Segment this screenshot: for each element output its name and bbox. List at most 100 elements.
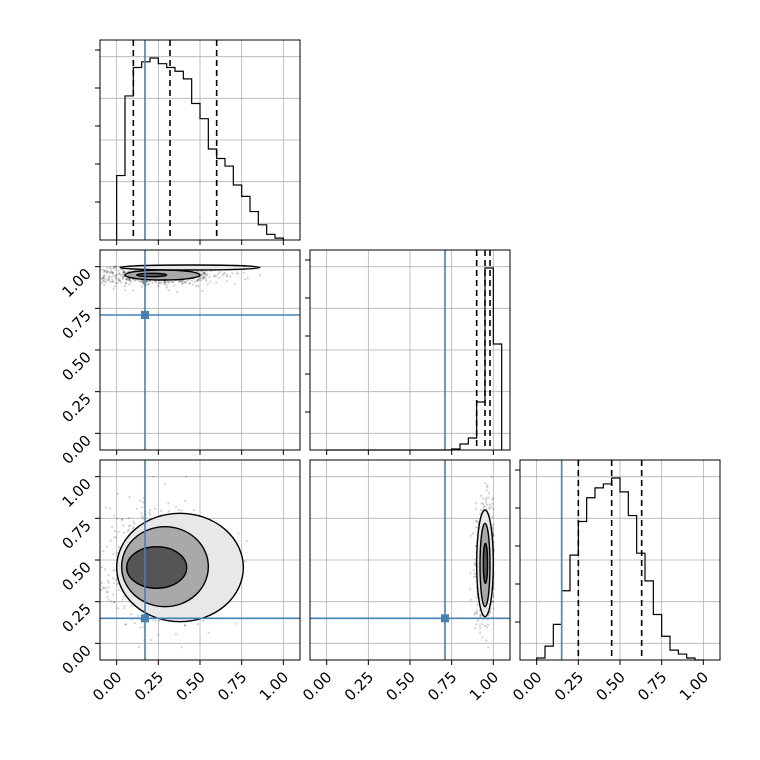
sample-point xyxy=(130,613,133,616)
sample-point xyxy=(118,279,121,282)
sample-point xyxy=(180,280,183,283)
sample-point xyxy=(121,518,124,522)
sample-point xyxy=(102,276,105,279)
truth-marker xyxy=(141,311,149,319)
sample-point xyxy=(128,279,131,282)
sample-point xyxy=(223,271,226,275)
sample-point xyxy=(172,280,175,283)
sample-point xyxy=(488,503,491,506)
x-tick-label: 0.25 xyxy=(341,668,377,704)
histogram-step xyxy=(116,57,284,240)
sample-point xyxy=(183,280,186,284)
sample-point xyxy=(225,273,229,276)
sample-point xyxy=(113,536,116,539)
sample-point xyxy=(484,497,488,500)
sample-point xyxy=(473,613,476,616)
sample-point xyxy=(486,496,490,499)
sample-point xyxy=(492,595,495,598)
sample-point xyxy=(492,607,495,610)
sample-point xyxy=(492,532,495,535)
sample-point xyxy=(97,272,99,274)
sample-point xyxy=(124,281,127,285)
sample-point xyxy=(123,623,127,626)
sample-point xyxy=(141,516,145,520)
sample-point xyxy=(242,271,246,274)
sample-point xyxy=(102,271,106,274)
sample-point xyxy=(174,505,178,508)
sample-point xyxy=(474,502,477,505)
sample-point xyxy=(121,277,125,280)
sample-point xyxy=(199,279,202,282)
sample-point xyxy=(117,546,121,549)
sample-point xyxy=(163,282,166,285)
sample-point xyxy=(479,613,483,617)
sample-point xyxy=(181,282,184,285)
sample-point xyxy=(107,581,110,584)
sample-point xyxy=(476,612,479,615)
sample-point xyxy=(135,507,139,510)
sample-point xyxy=(225,275,229,278)
sample-point xyxy=(488,611,492,614)
sample-point xyxy=(150,638,153,642)
sample-point xyxy=(160,281,163,284)
sample-point xyxy=(123,284,127,288)
sample-point xyxy=(107,574,110,577)
sample-point xyxy=(105,590,108,594)
sample-point xyxy=(100,581,103,584)
sample-point xyxy=(175,290,179,293)
sample-point xyxy=(237,532,240,535)
sample-point xyxy=(92,556,94,558)
sample-point xyxy=(474,612,478,615)
sample-point xyxy=(133,621,136,625)
sample-point xyxy=(96,269,98,271)
density-contour xyxy=(119,264,261,271)
density-layer xyxy=(469,475,495,649)
sample-point xyxy=(178,279,181,283)
sample-point xyxy=(115,273,119,276)
sample-point xyxy=(206,273,209,276)
sample-point xyxy=(195,284,198,287)
sample-point xyxy=(133,522,136,525)
sample-point xyxy=(96,277,98,279)
sample-point xyxy=(106,266,109,270)
sample-point xyxy=(469,572,472,575)
sample-point xyxy=(167,502,170,505)
sample-point xyxy=(102,275,105,278)
sample-point xyxy=(258,274,262,277)
sample-point xyxy=(481,623,484,626)
sample-point xyxy=(89,270,91,272)
sample-point xyxy=(109,266,112,269)
sample-point xyxy=(165,286,168,289)
sample-point xyxy=(186,279,189,283)
sample-point xyxy=(101,278,104,281)
sample-point xyxy=(165,284,168,287)
sample-point xyxy=(125,278,128,281)
sample-point xyxy=(201,276,204,280)
histogram-panel xyxy=(99,39,301,241)
sample-point xyxy=(112,271,115,274)
sample-point xyxy=(113,568,116,571)
sample-point xyxy=(104,587,108,590)
sample-point xyxy=(193,509,196,512)
sample-point xyxy=(127,524,131,528)
sample-point xyxy=(159,509,163,513)
sample-point xyxy=(202,276,205,279)
sample-point xyxy=(164,282,167,285)
sample-point xyxy=(93,273,95,275)
sample-point xyxy=(182,279,185,282)
sample-point xyxy=(128,278,131,281)
x-tick-label: 0.00 xyxy=(509,668,545,704)
sample-point xyxy=(107,275,111,278)
sample-point xyxy=(167,289,170,292)
sample-point xyxy=(155,281,158,284)
sample-point xyxy=(492,507,495,511)
sample-point xyxy=(221,274,224,277)
sample-point xyxy=(215,281,218,284)
sample-point xyxy=(202,271,205,274)
sample-point xyxy=(148,508,151,512)
sample-point xyxy=(183,623,187,627)
sample-point xyxy=(88,581,90,583)
sample-point xyxy=(142,282,145,285)
sample-point xyxy=(486,484,489,487)
sample-point xyxy=(125,277,129,280)
